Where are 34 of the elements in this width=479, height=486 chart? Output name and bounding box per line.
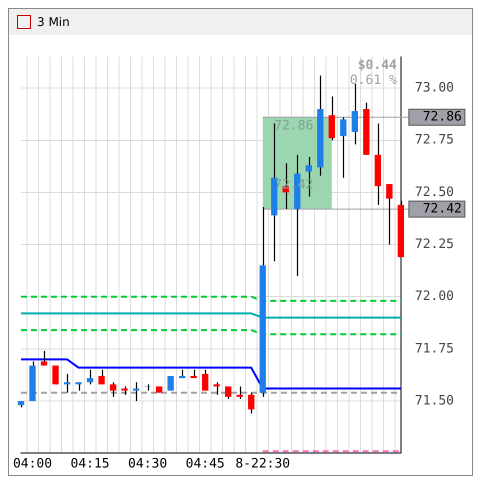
ref-line-label: 72.42 xyxy=(422,201,462,216)
x-tick-label: 8-22:30 xyxy=(235,456,290,472)
ref-line-label: 72.86 xyxy=(422,110,462,125)
x-tick-label: 04:15 xyxy=(70,456,110,472)
candlestick xyxy=(132,382,140,402)
candlestick xyxy=(352,83,358,146)
candlestick xyxy=(225,386,232,400)
y-tick-label: 71.50 xyxy=(414,393,454,408)
candlestick xyxy=(236,386,243,400)
candlestick xyxy=(52,364,59,385)
y-tick-label: 73.00 xyxy=(414,80,454,96)
candlestick xyxy=(64,373,70,394)
candlestick xyxy=(386,183,393,246)
x-tick-label: 04:30 xyxy=(128,456,168,472)
candlestick xyxy=(40,350,48,366)
candlestick xyxy=(202,369,208,392)
candlestick xyxy=(167,375,174,392)
x-tick-label: 04:00 xyxy=(12,456,52,472)
candlestick xyxy=(86,369,94,385)
y-tick-label: 72.75 xyxy=(414,132,454,148)
annotation: $0.44 xyxy=(358,58,398,74)
candlestick xyxy=(248,392,254,414)
candlestick xyxy=(328,96,335,141)
candlestick xyxy=(340,116,346,178)
candlestick xyxy=(214,382,220,396)
chart-title: 3 Min xyxy=(37,15,70,29)
candlestick xyxy=(110,382,116,398)
x-tick-label: 04:45 xyxy=(186,456,225,472)
annotation: 0.61 % xyxy=(350,73,398,88)
y-tick-label: 72.25 xyxy=(414,236,454,252)
y-tick-label: 71.75 xyxy=(414,341,454,356)
y-tick-label: 72.00 xyxy=(414,289,454,304)
candlestick xyxy=(98,369,105,385)
y-tick-label: 72.50 xyxy=(414,184,454,200)
